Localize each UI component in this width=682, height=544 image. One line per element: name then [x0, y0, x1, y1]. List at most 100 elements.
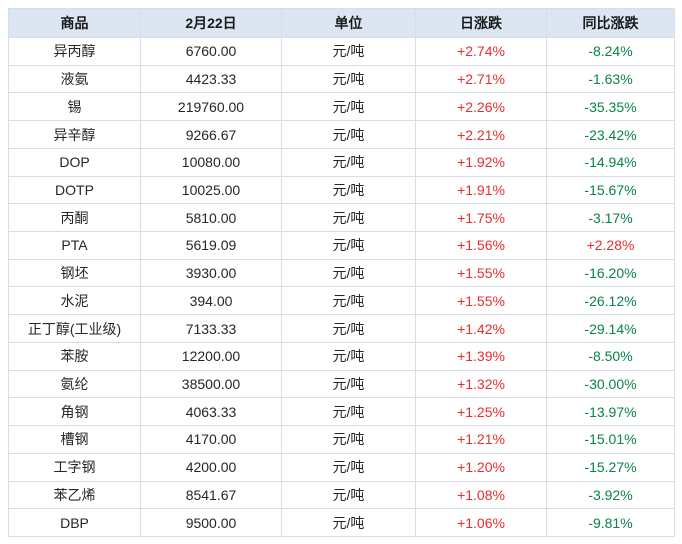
daily-change-cell: +1.55%	[415, 258, 547, 288]
daily-change-cell: +1.06%	[415, 508, 547, 537]
unit-cell: 元/吨	[281, 37, 416, 66]
daily-change-cell: +2.21%	[415, 120, 547, 149]
daily-change-cell: +1.56%	[415, 231, 547, 260]
table-row: 氨纶 38500.00 元/吨 +1.32% -30.00%	[8, 369, 675, 399]
product-cell: 异辛醇	[8, 120, 141, 149]
price-cell: 9500.00	[140, 508, 282, 537]
header-row: 商品 2月22日 单位 日涨跌 同比涨跌	[8, 8, 675, 38]
yoy-change-cell: -23.42%	[546, 120, 675, 149]
price-cell: 4200.00	[140, 452, 282, 482]
yoy-change-cell: -15.27%	[546, 452, 675, 482]
product-cell: 钢坯	[8, 258, 141, 288]
table-row: 工字钢 4200.00 元/吨 +1.20% -15.27%	[8, 452, 675, 482]
yoy-change-cell: -3.92%	[546, 480, 675, 510]
daily-change-cell: +1.25%	[415, 397, 547, 427]
price-cell: 5810.00	[140, 203, 282, 233]
yoy-change-cell: -14.94%	[546, 147, 675, 177]
table-row: 锡 219760.00 元/吨 +2.26% -35.35%	[8, 92, 675, 122]
price-cell: 3930.00	[140, 258, 282, 288]
price-cell: 12200.00	[140, 341, 282, 371]
unit-cell: 元/吨	[281, 286, 416, 316]
col-header-yoy-change: 同比涨跌	[546, 8, 675, 38]
commodity-price-table: 商品 2月22日 单位 日涨跌 同比涨跌 异丙醇 6760.00 元/吨 +2.…	[8, 8, 675, 537]
unit-cell: 元/吨	[281, 314, 416, 343]
product-cell: DBP	[8, 508, 141, 537]
price-cell: 7133.33	[140, 314, 282, 343]
col-header-date-price: 2月22日	[140, 8, 282, 38]
daily-change-cell: +1.21%	[415, 425, 547, 454]
product-cell: 正丁醇(工业级)	[8, 314, 141, 343]
unit-cell: 元/吨	[281, 425, 416, 454]
yoy-change-cell: -15.67%	[546, 175, 675, 205]
price-cell: 394.00	[140, 286, 282, 316]
price-cell: 4423.33	[140, 64, 282, 94]
table-row: 苯胺 12200.00 元/吨 +1.39% -8.50%	[8, 341, 675, 371]
unit-cell: 元/吨	[281, 397, 416, 427]
yoy-change-cell: -16.20%	[546, 258, 675, 288]
unit-cell: 元/吨	[281, 92, 416, 122]
unit-cell: 元/吨	[281, 120, 416, 149]
product-cell: 氨纶	[8, 369, 141, 399]
price-cell: 6760.00	[140, 37, 282, 66]
price-cell: 10025.00	[140, 175, 282, 205]
product-cell: 工字钢	[8, 452, 141, 482]
price-cell: 219760.00	[140, 92, 282, 122]
yoy-change-cell: -13.97%	[546, 397, 675, 427]
product-cell: 异丙醇	[8, 37, 141, 66]
product-cell: 苯胺	[8, 341, 141, 371]
daily-change-cell: +1.08%	[415, 480, 547, 510]
price-cell: 5619.09	[140, 231, 282, 260]
yoy-change-cell: +2.28%	[546, 231, 675, 260]
product-cell: DOTP	[8, 175, 141, 205]
table-row: 苯乙烯 8541.67 元/吨 +1.08% -3.92%	[8, 480, 675, 510]
col-header-daily-change: 日涨跌	[415, 8, 547, 38]
product-cell: 丙酮	[8, 203, 141, 233]
unit-cell: 元/吨	[281, 508, 416, 537]
unit-cell: 元/吨	[281, 341, 416, 371]
yoy-change-cell: -3.17%	[546, 203, 675, 233]
product-cell: 锡	[8, 92, 141, 122]
price-cell: 9266.67	[140, 120, 282, 149]
unit-cell: 元/吨	[281, 203, 416, 233]
yoy-change-cell: -9.81%	[546, 508, 675, 537]
yoy-change-cell: -29.14%	[546, 314, 675, 343]
yoy-change-cell: -26.12%	[546, 286, 675, 316]
table-row: 正丁醇(工业级) 7133.33 元/吨 +1.42% -29.14%	[8, 314, 675, 343]
col-header-product: 商品	[8, 8, 141, 38]
unit-cell: 元/吨	[281, 64, 416, 94]
product-cell: DOP	[8, 147, 141, 177]
yoy-change-cell: -1.63%	[546, 64, 675, 94]
yoy-change-cell: -8.50%	[546, 341, 675, 371]
table-row: 丙酮 5810.00 元/吨 +1.75% -3.17%	[8, 203, 675, 233]
price-cell: 4170.00	[140, 425, 282, 454]
table-row: 异辛醇 9266.67 元/吨 +2.21% -23.42%	[8, 120, 675, 149]
daily-change-cell: +1.20%	[415, 452, 547, 482]
unit-cell: 元/吨	[281, 369, 416, 399]
daily-change-cell: +1.32%	[415, 369, 547, 399]
daily-change-cell: +1.42%	[415, 314, 547, 343]
table-row: DOP 10080.00 元/吨 +1.92% -14.94%	[8, 147, 675, 177]
price-cell: 8541.67	[140, 480, 282, 510]
table-row: 槽钢 4170.00 元/吨 +1.21% -15.01%	[8, 425, 675, 454]
daily-change-cell: +2.26%	[415, 92, 547, 122]
unit-cell: 元/吨	[281, 147, 416, 177]
daily-change-cell: +2.71%	[415, 64, 547, 94]
table-row: 液氨 4423.33 元/吨 +2.71% -1.63%	[8, 64, 675, 94]
table-row: PTA 5619.09 元/吨 +1.56% +2.28%	[8, 231, 675, 260]
unit-cell: 元/吨	[281, 231, 416, 260]
product-cell: 槽钢	[8, 425, 141, 454]
price-cell: 38500.00	[140, 369, 282, 399]
yoy-change-cell: -8.24%	[546, 37, 675, 66]
daily-change-cell: +2.74%	[415, 37, 547, 66]
yoy-change-cell: -15.01%	[546, 425, 675, 454]
table-row: 异丙醇 6760.00 元/吨 +2.74% -8.24%	[8, 37, 675, 66]
table-row: 钢坯 3930.00 元/吨 +1.55% -16.20%	[8, 258, 675, 288]
unit-cell: 元/吨	[281, 258, 416, 288]
product-cell: PTA	[8, 231, 141, 260]
yoy-change-cell: -30.00%	[546, 369, 675, 399]
table-row: DOTP 10025.00 元/吨 +1.91% -15.67%	[8, 175, 675, 205]
daily-change-cell: +1.91%	[415, 175, 547, 205]
col-header-unit: 单位	[281, 8, 416, 38]
unit-cell: 元/吨	[281, 480, 416, 510]
